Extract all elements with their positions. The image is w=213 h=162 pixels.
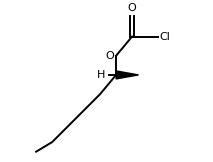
Text: H: H [97,70,105,80]
Text: O: O [105,51,114,61]
Text: Cl: Cl [159,32,170,41]
Text: O: O [128,3,137,13]
Polygon shape [116,71,138,79]
